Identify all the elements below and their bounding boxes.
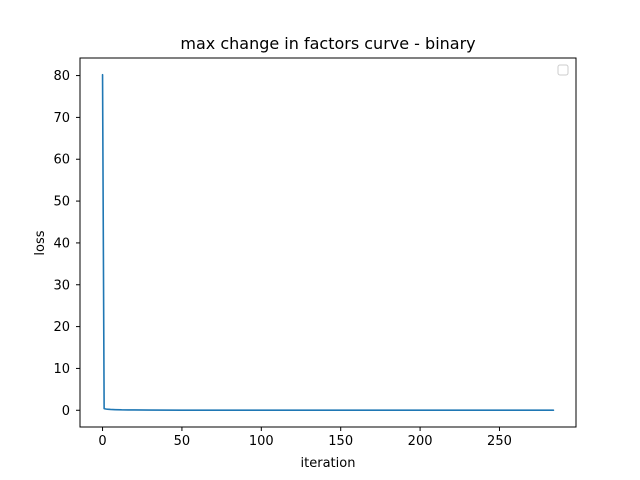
x-tick-label: 0 xyxy=(98,434,106,449)
y-tick-label: 10 xyxy=(53,362,70,377)
legend-box xyxy=(557,64,569,76)
y-tick-label: 80 xyxy=(53,69,70,84)
y-tick-label: 30 xyxy=(53,278,70,293)
x-tick-label: 250 xyxy=(487,434,512,449)
y-tick-label: 70 xyxy=(53,111,70,126)
x-tick-label: 100 xyxy=(249,434,274,449)
y-tick-label: 50 xyxy=(53,195,70,210)
y-tick-label: 40 xyxy=(53,236,70,251)
y-axis-label: loss xyxy=(33,230,48,255)
chart-title: max change in factors curve - binary xyxy=(180,34,475,53)
series-line xyxy=(101,73,555,412)
x-axis-label: iteration xyxy=(301,456,356,471)
y-tick-label: 60 xyxy=(53,153,70,168)
y-tick-label: 20 xyxy=(53,320,70,335)
series-layer xyxy=(101,73,555,412)
x-tick-label: 150 xyxy=(328,434,353,449)
x-tick-label: 200 xyxy=(408,434,433,449)
y-tick-label: 0 xyxy=(62,404,70,419)
x-tick-label: 50 xyxy=(174,434,191,449)
axis-ticks: 0 50 100 150 200 250 0 10 20 30 40 50 60 70 80 xyxy=(53,69,511,449)
plot-frame xyxy=(79,57,577,428)
plot-area xyxy=(80,58,576,427)
